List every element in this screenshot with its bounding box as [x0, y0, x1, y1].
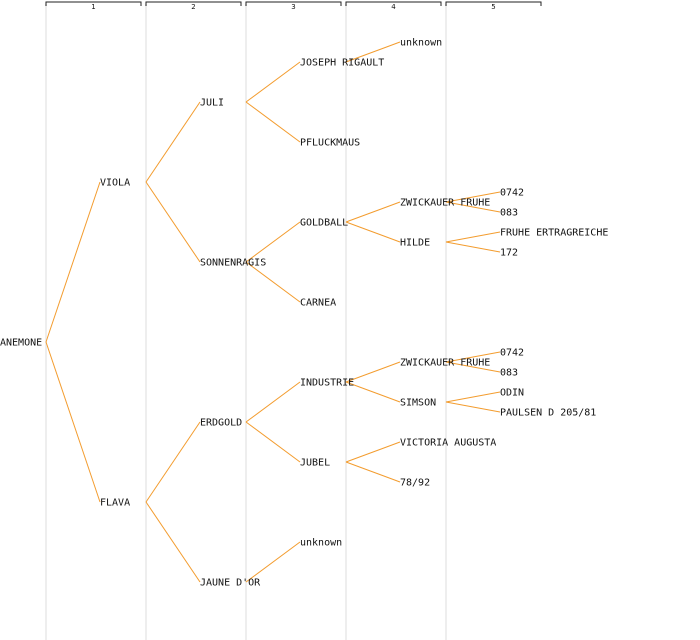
node-sonnenragis: SONNENRAGIS	[200, 258, 266, 269]
edge-erdgold-to-industrie	[245, 381, 301, 423]
node-industrie: INDUSTRIE	[300, 378, 354, 389]
edge-erdgold-to-jubel	[245, 421, 301, 463]
node-zwickauer-fruhe: ZWICKAUER FRUHE	[400, 358, 490, 369]
edge-goldball-to-zwickauer-fruhe	[345, 201, 401, 223]
generation-number: 2	[191, 3, 195, 11]
edge-goldball-to-hilde	[345, 221, 401, 243]
column-separators	[45, 4, 447, 640]
node-jaune-d-or: JAUNE D'OR	[200, 578, 261, 589]
edge-simson-to-odin	[445, 391, 501, 403]
node-0742: 0742	[500, 188, 524, 199]
node-viola: VIOLA	[100, 178, 130, 189]
edge-anemone-to-flava	[45, 341, 101, 503]
node-flava: FLAVA	[100, 498, 130, 509]
edge-viola-to-sonnenragis	[145, 181, 201, 263]
node-paulsen-d-205-81: PAULSEN D 205/81	[500, 408, 596, 419]
node-erdgold: ERDGOLD	[200, 418, 242, 429]
generation-bracket	[45, 1, 142, 6]
node-pfluckmaus: PFLUCKMAUS	[300, 138, 360, 149]
edge-simson-to-paulsen-d-205-81	[445, 401, 501, 413]
node-odin: ODIN	[500, 388, 524, 399]
generation-bracket	[145, 1, 242, 6]
edge-joseph-rigault-to-unknown	[345, 41, 401, 63]
generation-number: 5	[491, 3, 495, 11]
node-hilde: HILDE	[400, 238, 430, 249]
edge-flava-to-erdgold	[145, 421, 201, 503]
edge-flava-to-jaune-d-or	[145, 501, 201, 583]
node-zwickauer-fruhe: ZWICKAUER FRUHE	[400, 198, 490, 209]
node-172: 172	[500, 248, 518, 259]
edge-zwickauer-fruhe-to-083	[445, 201, 501, 213]
generation-number: 1	[91, 3, 95, 11]
edge-juli-to-joseph-rigault	[245, 61, 301, 103]
node-simson: SIMSON	[400, 398, 436, 409]
node-083: 083	[500, 368, 518, 379]
edge-anemone-to-viola	[45, 181, 101, 343]
edge-viola-to-juli	[145, 101, 201, 183]
edge-zwickauer-fruhe-to-083	[445, 361, 501, 373]
edge-industrie-to-simson	[345, 381, 401, 403]
node-unknown: unknown	[300, 538, 342, 549]
edge-jubel-to-78-92	[345, 461, 401, 483]
generation-number: 4	[391, 3, 396, 11]
node-0742: 0742	[500, 348, 524, 359]
edge-hilde-to-fruhe-ertragreiche	[445, 231, 501, 243]
generation-bracket	[345, 1, 442, 6]
edge-industrie-to-zwickauer-fruhe	[345, 361, 401, 383]
tree-edges	[45, 41, 501, 583]
node-goldball: GOLDBALL	[300, 218, 348, 229]
node-083: 083	[500, 208, 518, 219]
node-juli: JULI	[200, 98, 224, 109]
node-unknown: unknown	[400, 38, 442, 49]
node-victoria-augusta: VICTORIA AUGUSTA	[400, 438, 496, 449]
edge-jaune-d-or-to-unknown	[245, 541, 301, 583]
node-78-92: 78/92	[400, 478, 430, 489]
edge-juli-to-pfluckmaus	[245, 101, 301, 143]
node-fruhe-ertragreiche: FRUHE ERTRAGREICHE	[500, 228, 608, 239]
generation-bracket	[445, 1, 542, 6]
generation-number: 3	[291, 3, 295, 11]
node-jubel: JUBEL	[300, 458, 330, 469]
generation-bracket	[245, 1, 342, 6]
generation-header: 1 2 3 4 5	[45, 1, 542, 11]
edge-zwickauer-fruhe-to-0742	[445, 351, 501, 363]
node-anemone: ANEMONE	[0, 338, 42, 349]
edge-hilde-to-172	[445, 241, 501, 253]
node-joseph-rigault: JOSEPH RIGAULT	[300, 58, 384, 69]
tree-nodes: ANEMONE VIOLA JULI JOSEPH RIGAULT unknown PFL…	[0, 38, 608, 589]
edge-zwickauer-fruhe-to-0742	[445, 191, 501, 203]
edge-sonnenragis-to-carnea	[245, 261, 301, 303]
edge-sonnenragis-to-goldball	[245, 221, 301, 263]
edge-jubel-to-victoria-augusta	[345, 441, 401, 463]
node-carnea: CARNEA	[300, 298, 336, 309]
